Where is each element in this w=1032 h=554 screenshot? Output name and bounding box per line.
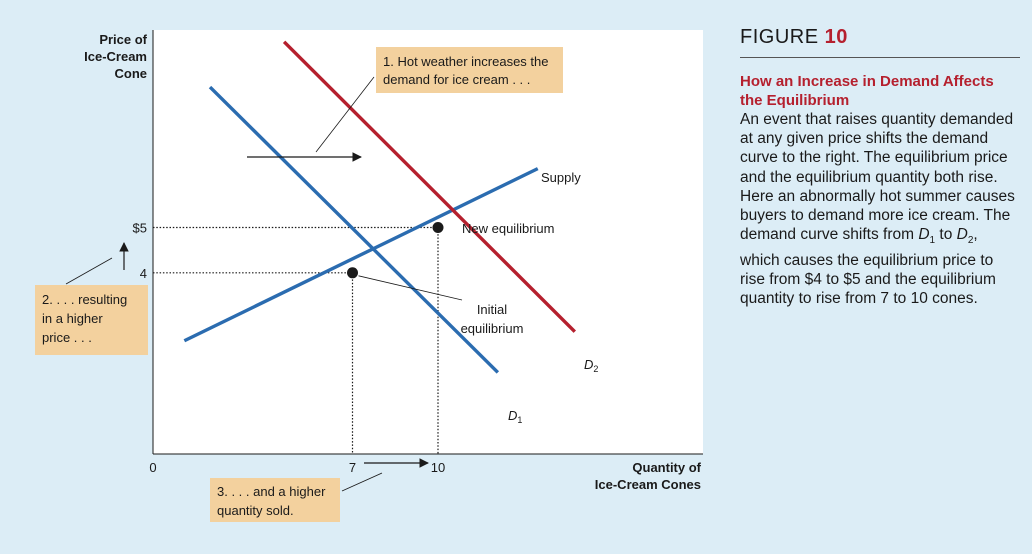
callout-quantity-line-1: 3. . . . and a higher: [217, 484, 326, 499]
caption-run: 2: [967, 235, 974, 247]
demand-label-letter: D: [508, 408, 517, 423]
caption-run: 1: [929, 235, 936, 247]
callout-price-line-2: in a higher: [42, 311, 103, 326]
y-tick-label-4: 4: [140, 266, 147, 281]
callout-price-line-1: 2. . . . resulting: [42, 292, 127, 307]
new-equilibrium-label: New equilibrium: [462, 221, 554, 236]
figure-subtitle: How an Increase in Demand Affects the Eq…: [740, 73, 994, 109]
callout-price-line-3: price . . .: [42, 330, 92, 345]
demand-label-letter: D: [584, 357, 593, 372]
initial-equilibrium-point: [347, 267, 358, 279]
origin-label: 0: [149, 460, 156, 475]
caption-run: An event that raises quantity demanded a…: [740, 111, 1015, 244]
x-axis-label-line-2: Ice-Cream Cones: [595, 477, 701, 492]
caption-run: to: [935, 226, 957, 244]
figure-label: FIGURE: [740, 26, 819, 48]
callout-quantity-leader: [341, 472, 383, 492]
initial-equilibrium-leader: [358, 275, 463, 301]
curve-0: [183, 167, 539, 343]
curve-1: [208, 85, 500, 374]
callout-quantity-line-2: quantity sold.: [217, 503, 294, 518]
title-rule: [740, 57, 1020, 58]
initial-equilibrium-label-line-1: Initial: [477, 302, 507, 317]
figure-title: FIGURE 10: [740, 26, 1020, 49]
y-axis-label-line-2: Ice-Cream: [84, 49, 147, 64]
callout-higher-price: 2. . . . resulting in a higher price . .…: [35, 242, 148, 355]
callout-higher-quantity: 3. . . . and a higher quantity sold.: [210, 458, 429, 522]
caption-run: D: [918, 226, 930, 244]
initial-equilibrium-label-line-2: equilibrium: [461, 321, 524, 336]
callout-demand-leader: [315, 76, 375, 153]
figure-number: 10: [824, 26, 848, 48]
x-tick-label-10: 10: [431, 460, 445, 475]
callout-price-box: [35, 285, 148, 355]
new-equilibrium-point: [432, 222, 444, 233]
curve-2: [282, 40, 577, 333]
callout-demand-line-1: 1. Hot weather increases the: [383, 54, 548, 69]
y-tick-label-$5: $5: [133, 221, 147, 236]
y-axis-label-line-3: Cone: [115, 66, 148, 81]
caption-run: , which causes the equilibrium price to …: [740, 226, 996, 307]
supply-label: Supply: [541, 170, 581, 185]
callout-demand-box: [376, 47, 563, 93]
figure-caption-body: An event that raises quantity demanded a…: [740, 110, 1020, 308]
demand-label-2: D2: [584, 357, 598, 374]
x-axis-label-line-1: Quantity of: [632, 460, 701, 475]
callout-price-leader: [65, 257, 113, 285]
callout-demand-increase: 1. Hot weather increases the demand for …: [247, 47, 563, 162]
demand-label-subscript: 2: [593, 364, 598, 374]
caption-run: D: [956, 226, 968, 244]
demand-label-subscript: 1: [517, 415, 522, 425]
y-axis-label-line-1: Price of: [99, 32, 147, 47]
plot-area: [153, 30, 703, 454]
figure-caption-panel: FIGURE 10 How an Increase in Demand Affe…: [740, 26, 1020, 308]
callout-demand-line-2: demand for ice cream . . .: [383, 72, 530, 87]
callout-quantity-box: [210, 478, 340, 522]
demand-label-1: D1: [508, 408, 522, 425]
x-tick-label-7: 7: [349, 460, 356, 475]
